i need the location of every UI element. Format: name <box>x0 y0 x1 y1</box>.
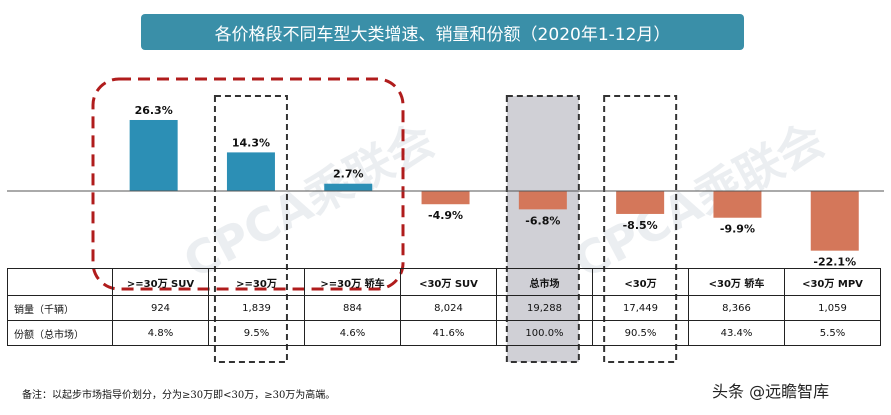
footnote: 备注：以起步市场指导价划分，分为≥30万即<30万，≥30万为高端。 <box>22 390 336 401</box>
data-label: -8.5% <box>623 219 658 232</box>
table-cell: 17,449 <box>592 295 689 321</box>
column-header: 总市场 <box>496 268 593 296</box>
column-header: <30万 轿车 <box>688 268 785 296</box>
table-cell: 90.5% <box>592 320 689 346</box>
table-cell: 1,839 <box>208 295 305 321</box>
data-label: -9.9% <box>720 223 755 236</box>
data-label: 2.7% <box>333 168 364 181</box>
chart-title: 各价格段不同车型大类增速、销量和份额（2020年1-12月） <box>141 14 744 50</box>
bar <box>616 191 665 214</box>
data-label: -4.9% <box>428 209 463 222</box>
row-label: 销量（千辆） <box>7 295 113 321</box>
table-cell: 4.6% <box>304 320 401 346</box>
data-table: >=30万 SUV >=30万 >=30万 轿车 <30万 SUV 总市场 <30万 <30… <box>7 268 881 346</box>
table-cell: 884 <box>304 295 401 321</box>
column-header: <30万 SUV <box>400 268 497 296</box>
highlight-column-5 <box>603 95 678 363</box>
column-header: <30万 <box>592 268 689 296</box>
table-cell: 41.6% <box>400 320 497 346</box>
row-label: 份额（总市场） <box>7 320 113 346</box>
bar <box>226 152 275 191</box>
table-corner-cell <box>7 268 113 296</box>
bar <box>713 191 762 218</box>
table-cell: 4.8% <box>112 320 209 346</box>
data-label: 14.3% <box>232 136 270 149</box>
bar <box>810 191 859 251</box>
table-cell: 9.5% <box>208 320 305 346</box>
table-cell: 5.5% <box>784 320 881 346</box>
premium-segment-highlight <box>91 77 405 291</box>
data-label: -22.1% <box>813 256 856 269</box>
bar <box>324 183 373 191</box>
column-header: <30万 MPV <box>784 268 881 296</box>
table-header-row: >=30万 SUV >=30万 >=30万 轿车 <30万 SUV 总市场 <30万 <30… <box>7 268 881 296</box>
table-cell: 924 <box>112 295 209 321</box>
bar <box>129 119 178 191</box>
table-row: 销量（千辆） 924 1,839 884 8,024 19,288 17,449 8,366… <box>7 295 881 321</box>
table-cell: 8,366 <box>688 295 785 321</box>
table-cell: 1,059 <box>784 295 881 321</box>
table-row: 份额（总市场） 4.8% 9.5% 4.6% 41.6% 100.0% 90.5% 43.4… <box>7 320 881 346</box>
table-cell: 43.4% <box>688 320 785 346</box>
table-cell: 8,024 <box>400 295 497 321</box>
column-header: >=30万 <box>208 268 305 296</box>
bar <box>421 191 470 205</box>
data-label: -6.8% <box>525 214 560 227</box>
source-credit: 头条 @远瞻智库 <box>712 382 830 401</box>
data-label: 26.3% <box>135 104 173 117</box>
bar <box>518 191 567 210</box>
column-header: >=30万 SUV <box>112 268 209 296</box>
column-header: >=30万 轿车 <box>304 268 401 296</box>
highlight-column-1 <box>213 95 288 363</box>
table-cell: 19,288 <box>496 295 593 321</box>
table-cell: 100.0% <box>496 320 593 346</box>
